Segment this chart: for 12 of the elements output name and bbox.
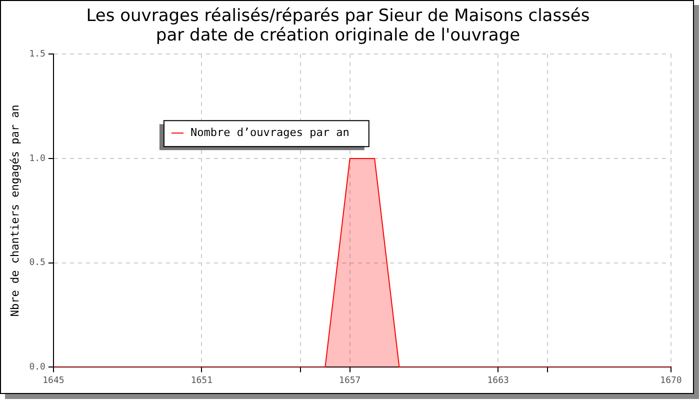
y-tick-label: 1.5 (29, 49, 46, 60)
legend-label: Nombre d’ouvrages par an (190, 126, 350, 139)
y-tick-label: 0.5 (29, 258, 46, 268)
y-tick-label: 1.0 (29, 154, 46, 164)
x-tick-label: 1645 (42, 376, 64, 386)
chart-title: Les ouvrages réalisés/réparés par Sieur de Maisons classés par date de création originale de l'ouvrage (86, 6, 590, 46)
y-tick-label: 0.0 (29, 362, 46, 373)
x-tick-label: 1670 (660, 376, 682, 386)
x-tick-label: 1663 (487, 376, 509, 386)
x-tick-label: 1657 (339, 376, 361, 386)
x-tick-label: 1651 (190, 376, 213, 386)
y-axis-title: Nbre de chantiers engagés par an (8, 104, 22, 317)
